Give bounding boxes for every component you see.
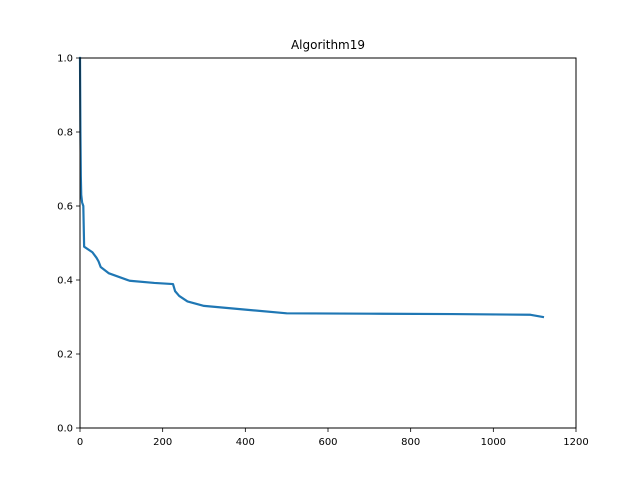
y-tick-label: 0.6 [57, 202, 73, 213]
plot-frame [79, 57, 577, 429]
x-tick-label: 1200 [563, 437, 588, 448]
chart-title: Algorithm19 [291, 38, 365, 52]
y-tick-label: 0.8 [57, 128, 73, 139]
series-line [78, 56, 545, 319]
plot-area [78, 56, 545, 319]
axis-ticks: 0 200 400 600 800 1000 1200 0.0 0.2 0.4 0.6 0.8 1.0 [57, 54, 589, 449]
y-tick-label: 0.2 [57, 350, 73, 361]
y-tick-label: 0.4 [57, 276, 73, 287]
y-tick-label: 1.0 [57, 54, 73, 65]
x-tick-label: 1000 [481, 437, 506, 448]
x-tick-label: 0 [77, 437, 83, 448]
x-tick-label: 600 [318, 437, 337, 448]
x-tick-label: 400 [236, 437, 255, 448]
x-tick-label: 200 [153, 437, 172, 448]
x-tick-label: 800 [401, 437, 420, 448]
y-tick-label: 0.0 [57, 424, 73, 435]
